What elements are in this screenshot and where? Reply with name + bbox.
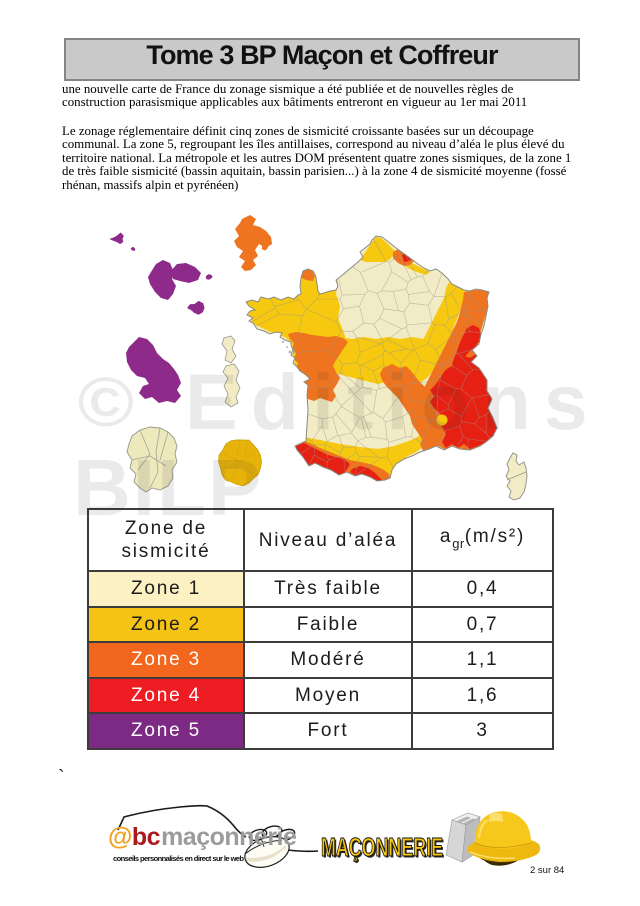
svg-text:@bcmaçonnerie: @bcmaçonnerie bbox=[108, 823, 297, 851]
svg-text:MAÇONNERIE: MAÇONNERIE bbox=[321, 832, 443, 862]
svg-text:MAÇONNERIE: MAÇONNERIE bbox=[323, 834, 445, 864]
svg-text:conseils personnalisés en dire: conseils personnalisés en direct sur le … bbox=[113, 854, 244, 863]
